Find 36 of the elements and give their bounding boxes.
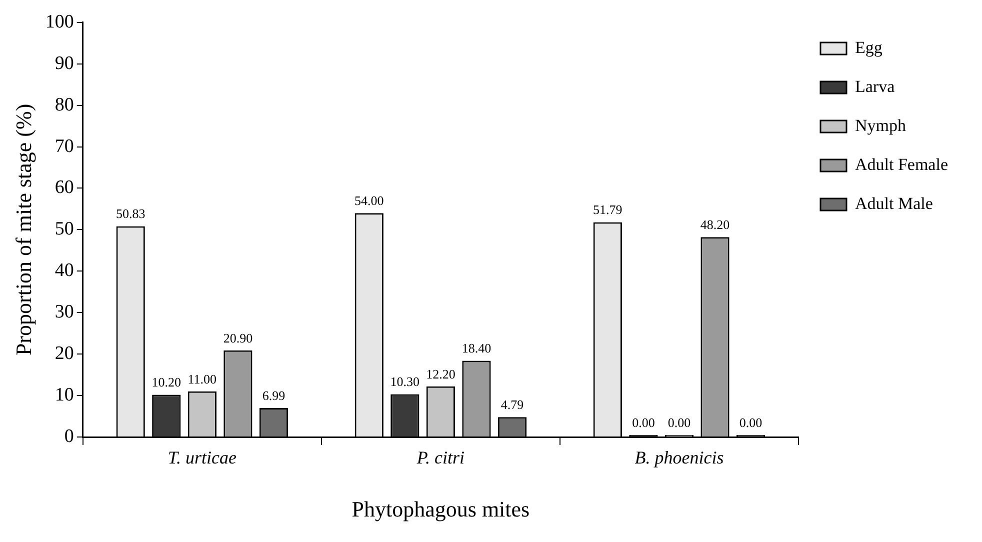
data-label: 4.79 (500, 397, 524, 412)
data-label: 50.83 (116, 206, 146, 222)
data-label: 10.20 (152, 374, 182, 390)
x-axis-title: Phytophagous mites (352, 496, 530, 522)
y-tick-label: 40 (54, 260, 74, 282)
y-tick-label: 100 (45, 11, 74, 32)
legend-label: Adult Male (854, 194, 933, 213)
y-tick-label: 0 (64, 426, 74, 447)
x-tick-label: P. citri (416, 448, 465, 468)
y-tick-label: 90 (54, 52, 74, 74)
legend-label: Larva (854, 76, 896, 96)
x-tick-label: T. urticae (168, 448, 236, 468)
legend-label: Egg (854, 38, 883, 57)
data-label: 12.20 (426, 366, 456, 382)
y-axis-title: Proportion of mite stage (%) (10, 104, 36, 356)
y-tick-label: 60 (54, 177, 74, 198)
data-label: 10.30 (390, 374, 420, 390)
x-tick-label: B. phoenicis (634, 448, 724, 468)
data-label: 6.99 (262, 388, 286, 403)
y-tick-label: 80 (54, 94, 74, 116)
data-label: 54.00 (354, 193, 384, 208)
y-tick-label: 20 (54, 343, 74, 364)
data-label: 51.79 (593, 202, 622, 218)
data-label: 48.20 (700, 217, 730, 232)
data-label: 11.00 (188, 371, 217, 386)
data-label: 0.00 (739, 414, 762, 430)
y-tick-label: 30 (54, 302, 74, 323)
y-tick-label: 50 (54, 218, 74, 240)
data-label: 0.00 (668, 414, 691, 430)
y-tick-label: 70 (54, 136, 74, 157)
data-label: 20.90 (223, 330, 253, 346)
legend-label: Nymph (854, 116, 906, 135)
data-label: 18.40 (462, 340, 492, 356)
data-label: 0.00 (632, 414, 655, 430)
legend-label: Adult Female (854, 154, 948, 174)
y-tick-label: 10 (54, 384, 74, 406)
